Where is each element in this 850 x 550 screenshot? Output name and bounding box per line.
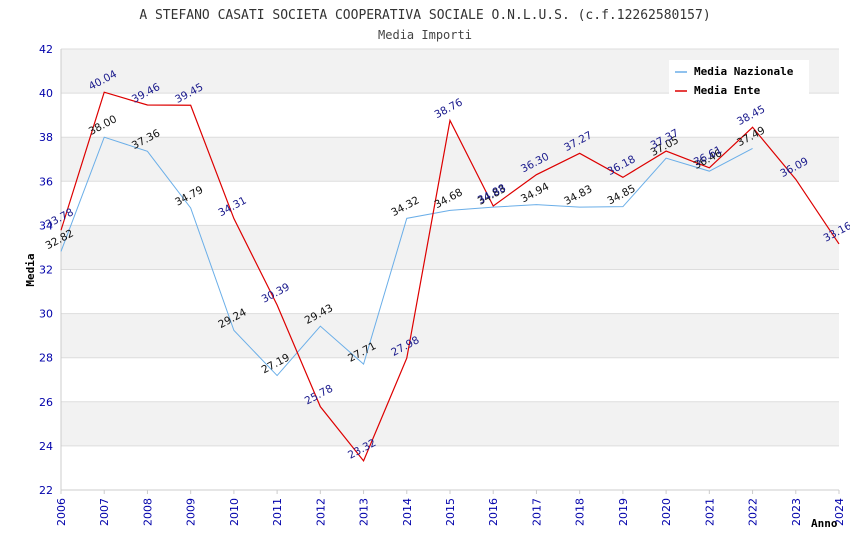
x-tick-label: 2014 [401, 498, 414, 526]
chart-title: A STEFANO CASATI SOCIETA COOPERATIVA SOC… [139, 8, 710, 23]
legend: Media Nazionale Media Ente [669, 60, 809, 98]
x-tick-label: 2017 [530, 498, 543, 526]
x-tick-label: 2013 [358, 498, 371, 526]
y-tick-label: 28 [39, 352, 53, 365]
x-axis-label: Anno [811, 517, 838, 530]
x-tick-label: 2011 [271, 498, 284, 526]
series-line-media-ente [60, 91, 840, 463]
series-lines [60, 91, 840, 463]
x-tick-label: 2016 [487, 498, 500, 526]
y-tick-label: 32 [39, 264, 53, 277]
grid-band [61, 225, 839, 270]
chart-subtitle: Media Importi [378, 28, 472, 42]
x-tick-label: 2015 [444, 498, 457, 526]
x-tick-label: 2007 [98, 498, 111, 526]
y-tick-label: 40 [39, 87, 53, 100]
x-tick-label: 2021 [703, 498, 716, 526]
legend-label-media-ente: Media Ente [694, 84, 761, 97]
x-tick-label: 2024 [833, 498, 846, 526]
x-tick-label: 2022 [747, 498, 760, 526]
y-axis-label: Media [24, 253, 37, 286]
x-tick-label: 2023 [790, 498, 803, 526]
axes: 22 24 26 28 30 32 34 36 38 40 42 2006 2007 2008 2009 20… [39, 43, 846, 526]
x-tick-label: 2018 [574, 498, 587, 526]
y-tick-label: 42 [39, 43, 53, 56]
y-tick-label: 22 [39, 484, 53, 497]
legend-label-media-nazionale: Media Nazionale [694, 65, 794, 78]
x-tick-label: 2012 [314, 498, 327, 526]
grid-band [61, 445, 839, 490]
y-tick-label: 38 [39, 131, 53, 144]
y-tick-label: 26 [39, 396, 53, 409]
y-tick-label: 24 [39, 440, 53, 453]
x-tick-label: 2020 [660, 498, 673, 526]
grid-band [61, 93, 839, 138]
grid-band [61, 269, 839, 314]
series-line-media-nazionale [60, 136, 753, 377]
y-tick-label: 30 [39, 308, 53, 321]
grid-band [61, 357, 839, 402]
grid-band [61, 181, 839, 226]
x-tick-label: 2008 [141, 498, 154, 526]
grid-band [61, 137, 839, 182]
y-tick-label: 36 [39, 175, 53, 188]
background-bands [61, 49, 839, 490]
x-tick-label: 2010 [228, 498, 241, 526]
x-tick-label: 2006 [55, 498, 68, 526]
grid-band [61, 401, 839, 446]
legend-box [669, 60, 809, 98]
y-tick-label: 34 [39, 219, 53, 232]
x-tick-label: 2009 [185, 498, 198, 526]
x-tick-label: 2019 [617, 498, 630, 526]
grid-band [61, 313, 839, 358]
